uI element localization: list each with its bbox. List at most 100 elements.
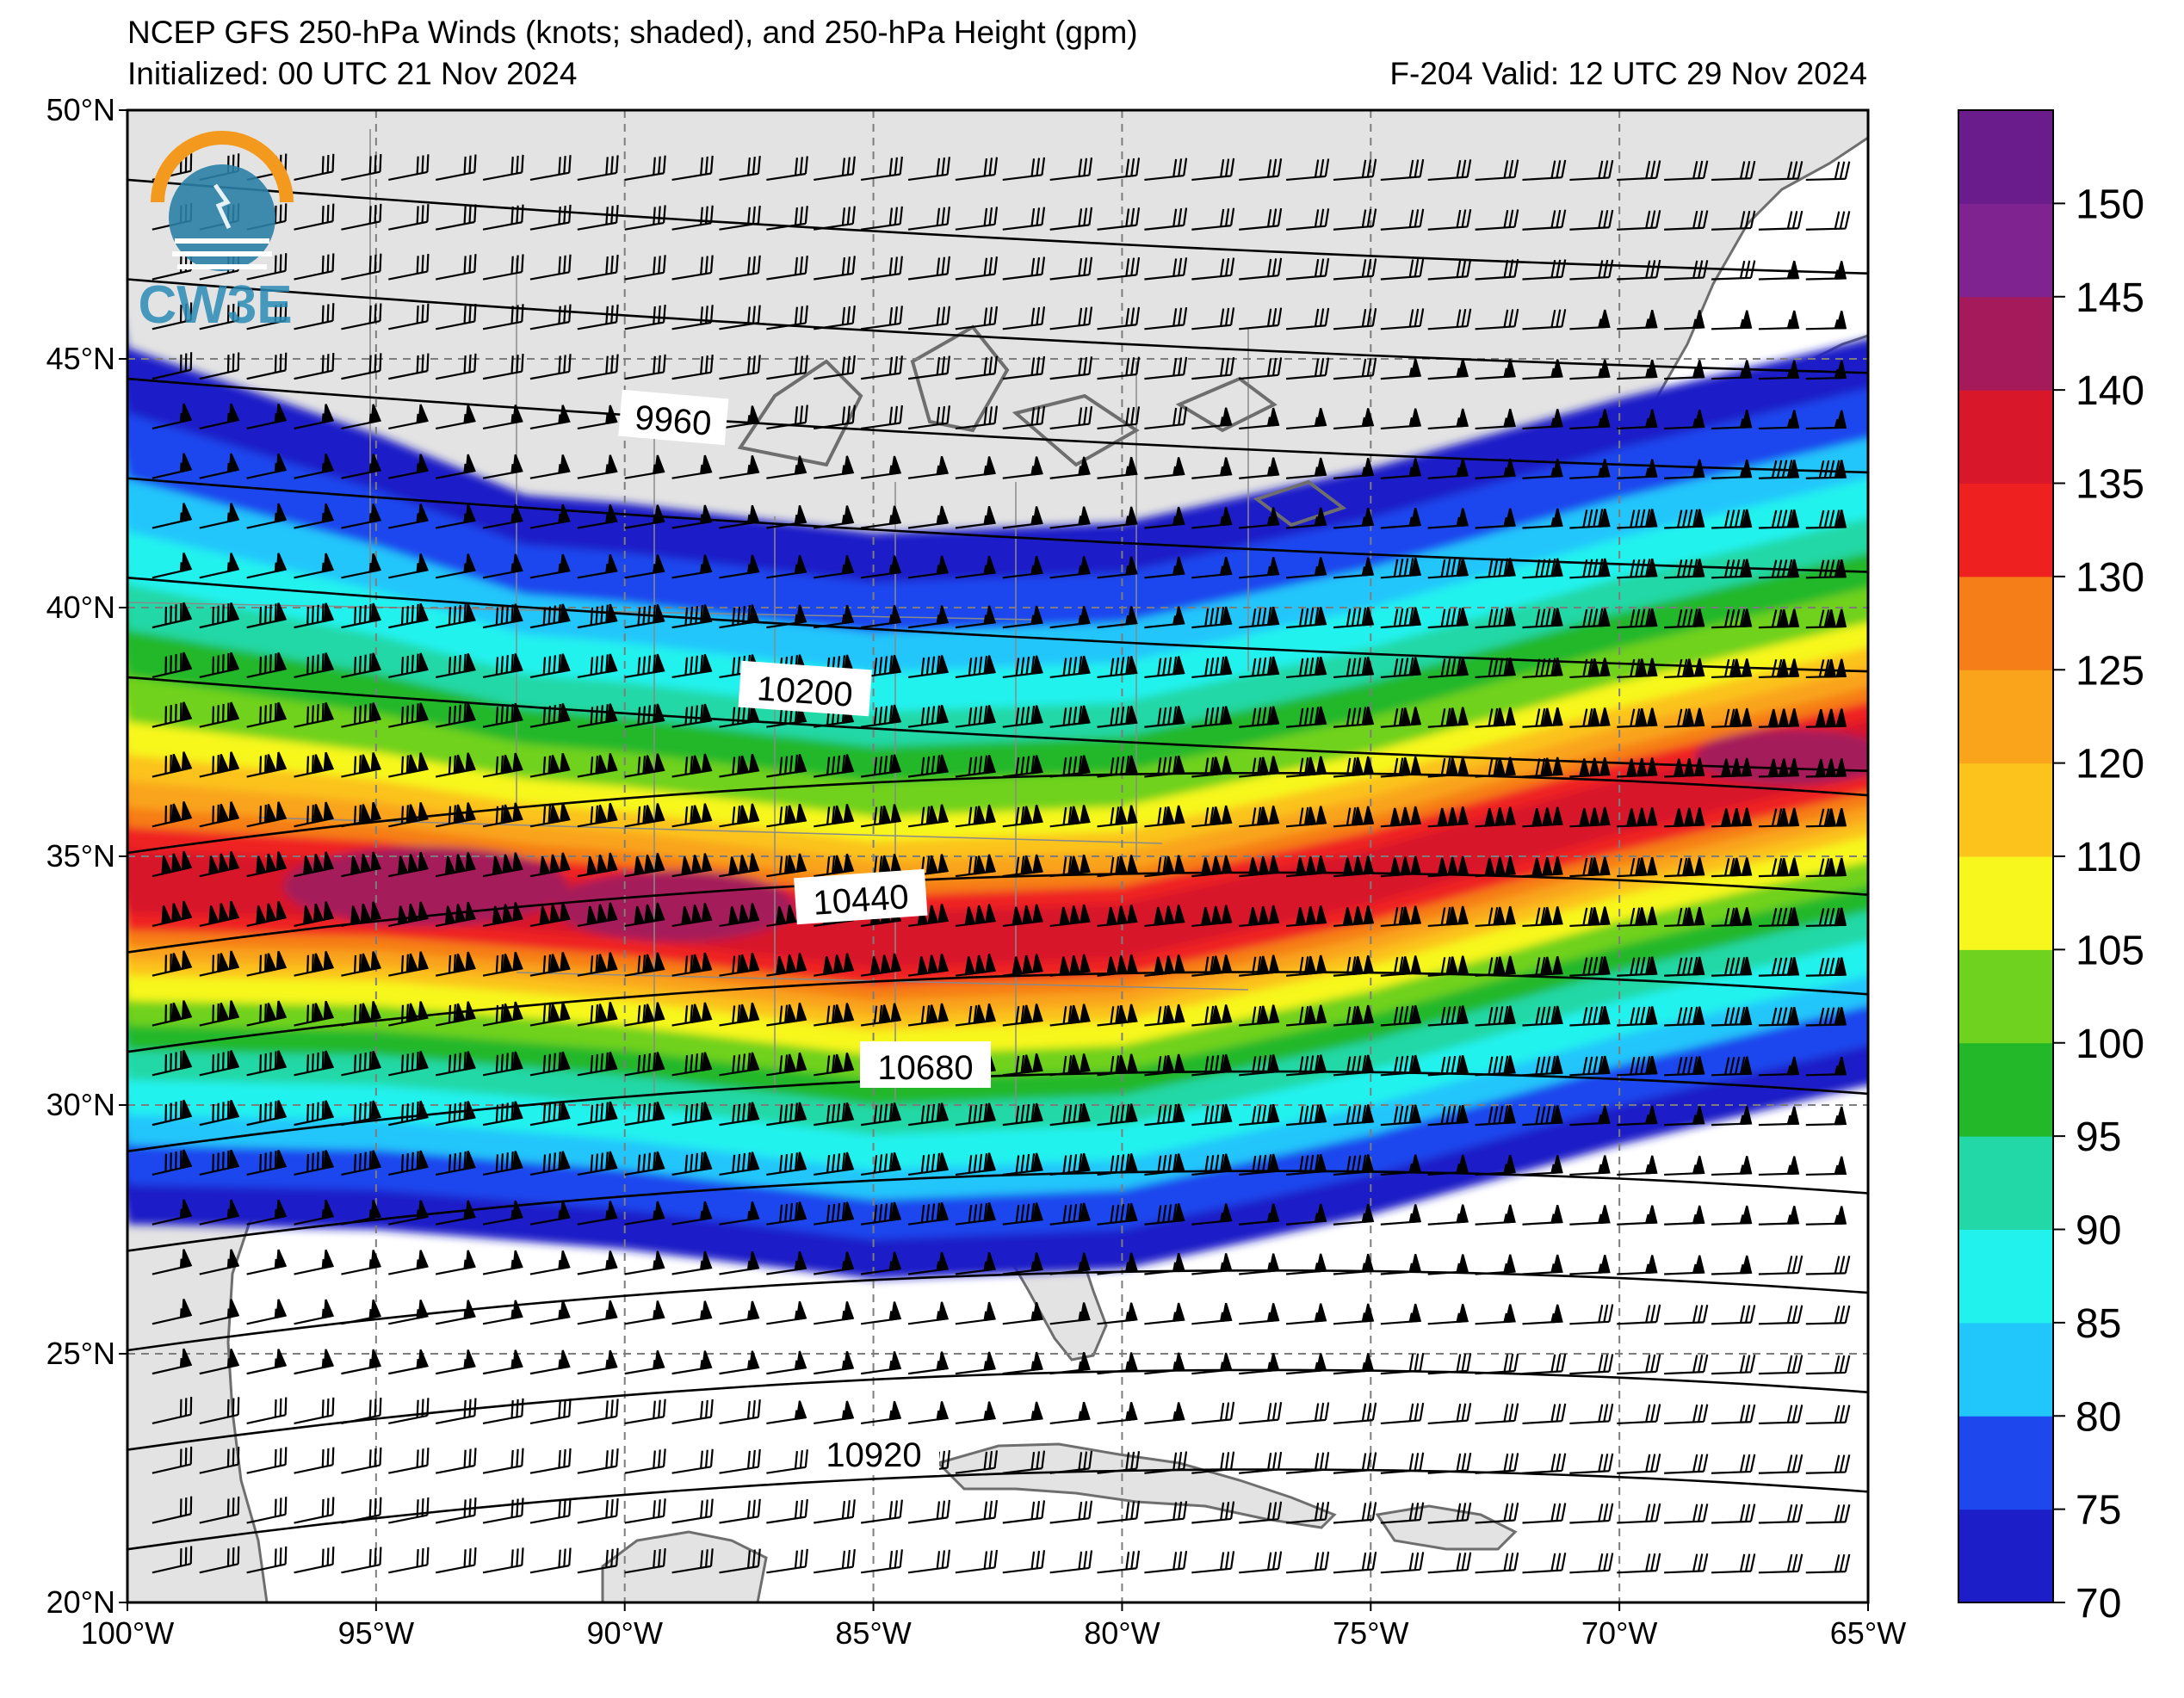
barb-half bbox=[888, 465, 893, 475]
barb-full bbox=[590, 1054, 594, 1073]
barb-full bbox=[284, 1546, 288, 1565]
barb-half bbox=[1314, 1312, 1319, 1322]
wind-barb bbox=[1427, 1254, 1469, 1275]
barb-flag bbox=[1032, 1252, 1043, 1272]
wind-barb bbox=[388, 1497, 430, 1524]
barb-flag bbox=[1221, 1203, 1233, 1223]
barb-full bbox=[894, 1500, 899, 1519]
barb-full bbox=[1414, 1502, 1420, 1521]
wind-barb bbox=[294, 1249, 335, 1275]
barb-full bbox=[600, 705, 603, 723]
barb-full bbox=[542, 657, 547, 676]
barb-full bbox=[1261, 1154, 1267, 1173]
barb-flag bbox=[1032, 1351, 1043, 1371]
barb-full bbox=[1797, 1405, 1804, 1423]
barb-full bbox=[321, 603, 325, 622]
barb-full bbox=[1461, 1552, 1467, 1571]
barb-full bbox=[353, 1054, 357, 1073]
barb-full bbox=[274, 702, 277, 721]
barb-full bbox=[1655, 1454, 1661, 1472]
wind-barb bbox=[1049, 1202, 1091, 1226]
wind-barb bbox=[814, 1301, 855, 1325]
wind-barb bbox=[1002, 1550, 1046, 1574]
barb-half bbox=[605, 1359, 609, 1369]
barb-shaft bbox=[1617, 1420, 1657, 1425]
barb-half bbox=[700, 1210, 703, 1220]
barb-shaft bbox=[1664, 1570, 1705, 1574]
barb-full bbox=[321, 1449, 325, 1467]
barb-half bbox=[794, 564, 798, 574]
barb-full bbox=[259, 756, 263, 775]
wind-barb bbox=[624, 1250, 665, 1275]
wind-barb bbox=[577, 1300, 618, 1325]
barb-flag bbox=[653, 1300, 665, 1320]
barb-shaft bbox=[341, 1514, 380, 1524]
wind-barb bbox=[529, 1547, 572, 1574]
barb-shaft bbox=[719, 1416, 759, 1425]
barb-full bbox=[463, 1549, 467, 1567]
barb-full bbox=[1655, 1354, 1661, 1373]
barb-shaft bbox=[1664, 1321, 1705, 1325]
barb-half bbox=[321, 413, 325, 423]
wind-barb bbox=[294, 1349, 335, 1375]
barb-full bbox=[610, 1498, 614, 1517]
wind-barb bbox=[1711, 1205, 1753, 1226]
barb-full bbox=[946, 1549, 950, 1568]
barb-full bbox=[1271, 1452, 1278, 1471]
barb-half bbox=[841, 614, 845, 624]
wind-barb bbox=[577, 1349, 618, 1375]
barb-full bbox=[1030, 1501, 1036, 1520]
barb-full bbox=[1067, 1204, 1073, 1223]
barb-shaft bbox=[624, 1515, 665, 1524]
barb-full bbox=[568, 354, 572, 372]
barb-full bbox=[326, 354, 330, 372]
barb-shaft bbox=[1144, 1517, 1185, 1524]
barb-full bbox=[1839, 1454, 1846, 1473]
barb-flag bbox=[1457, 1204, 1469, 1224]
barb-half bbox=[179, 562, 183, 571]
wind-barb bbox=[1475, 1453, 1519, 1474]
barb-full bbox=[1791, 1355, 1798, 1374]
wind-barb bbox=[1097, 1252, 1138, 1275]
barb-full bbox=[468, 354, 472, 373]
wind-barb bbox=[1191, 1253, 1233, 1275]
wind-barb bbox=[577, 1547, 619, 1574]
barb-half bbox=[1550, 1312, 1555, 1323]
barb-full bbox=[1513, 1453, 1519, 1471]
barb-full bbox=[521, 1547, 524, 1565]
barb-flag bbox=[1268, 1303, 1280, 1323]
wind-barb bbox=[1758, 1405, 1804, 1425]
barb-shaft bbox=[294, 1464, 333, 1474]
barb-full bbox=[274, 1101, 277, 1119]
barb-full bbox=[988, 1550, 993, 1569]
barb-full bbox=[605, 654, 609, 673]
barb-full bbox=[558, 1549, 561, 1568]
barb-full bbox=[1078, 1452, 1083, 1470]
barb-full bbox=[558, 306, 561, 324]
barb-full bbox=[521, 1398, 524, 1417]
wind-barb bbox=[1380, 1154, 1422, 1176]
barb-full bbox=[968, 1155, 973, 1174]
barb-full bbox=[1508, 1354, 1514, 1372]
barb-full bbox=[363, 1102, 367, 1121]
barb-half bbox=[226, 1208, 230, 1219]
barb-flag bbox=[1457, 1304, 1469, 1323]
wind-barb bbox=[435, 1101, 476, 1127]
wind-barb bbox=[1333, 1353, 1375, 1375]
barb-full bbox=[616, 304, 619, 323]
barb-half bbox=[1456, 1213, 1460, 1223]
barb-full bbox=[510, 306, 514, 324]
barb-full bbox=[284, 1397, 288, 1416]
barb-full bbox=[221, 1102, 225, 1121]
barb-half bbox=[1739, 1164, 1744, 1174]
barb-full bbox=[799, 1499, 803, 1518]
barb-flag bbox=[1505, 1304, 1516, 1324]
barb-full bbox=[542, 756, 547, 775]
wind-barb bbox=[955, 1450, 999, 1474]
barb-full bbox=[311, 1053, 314, 1071]
barb-shaft bbox=[246, 1513, 286, 1524]
barb-full bbox=[616, 1448, 619, 1466]
barb-flag bbox=[843, 1201, 855, 1221]
barb-half bbox=[1361, 1263, 1366, 1272]
barb-full bbox=[1115, 1154, 1120, 1173]
